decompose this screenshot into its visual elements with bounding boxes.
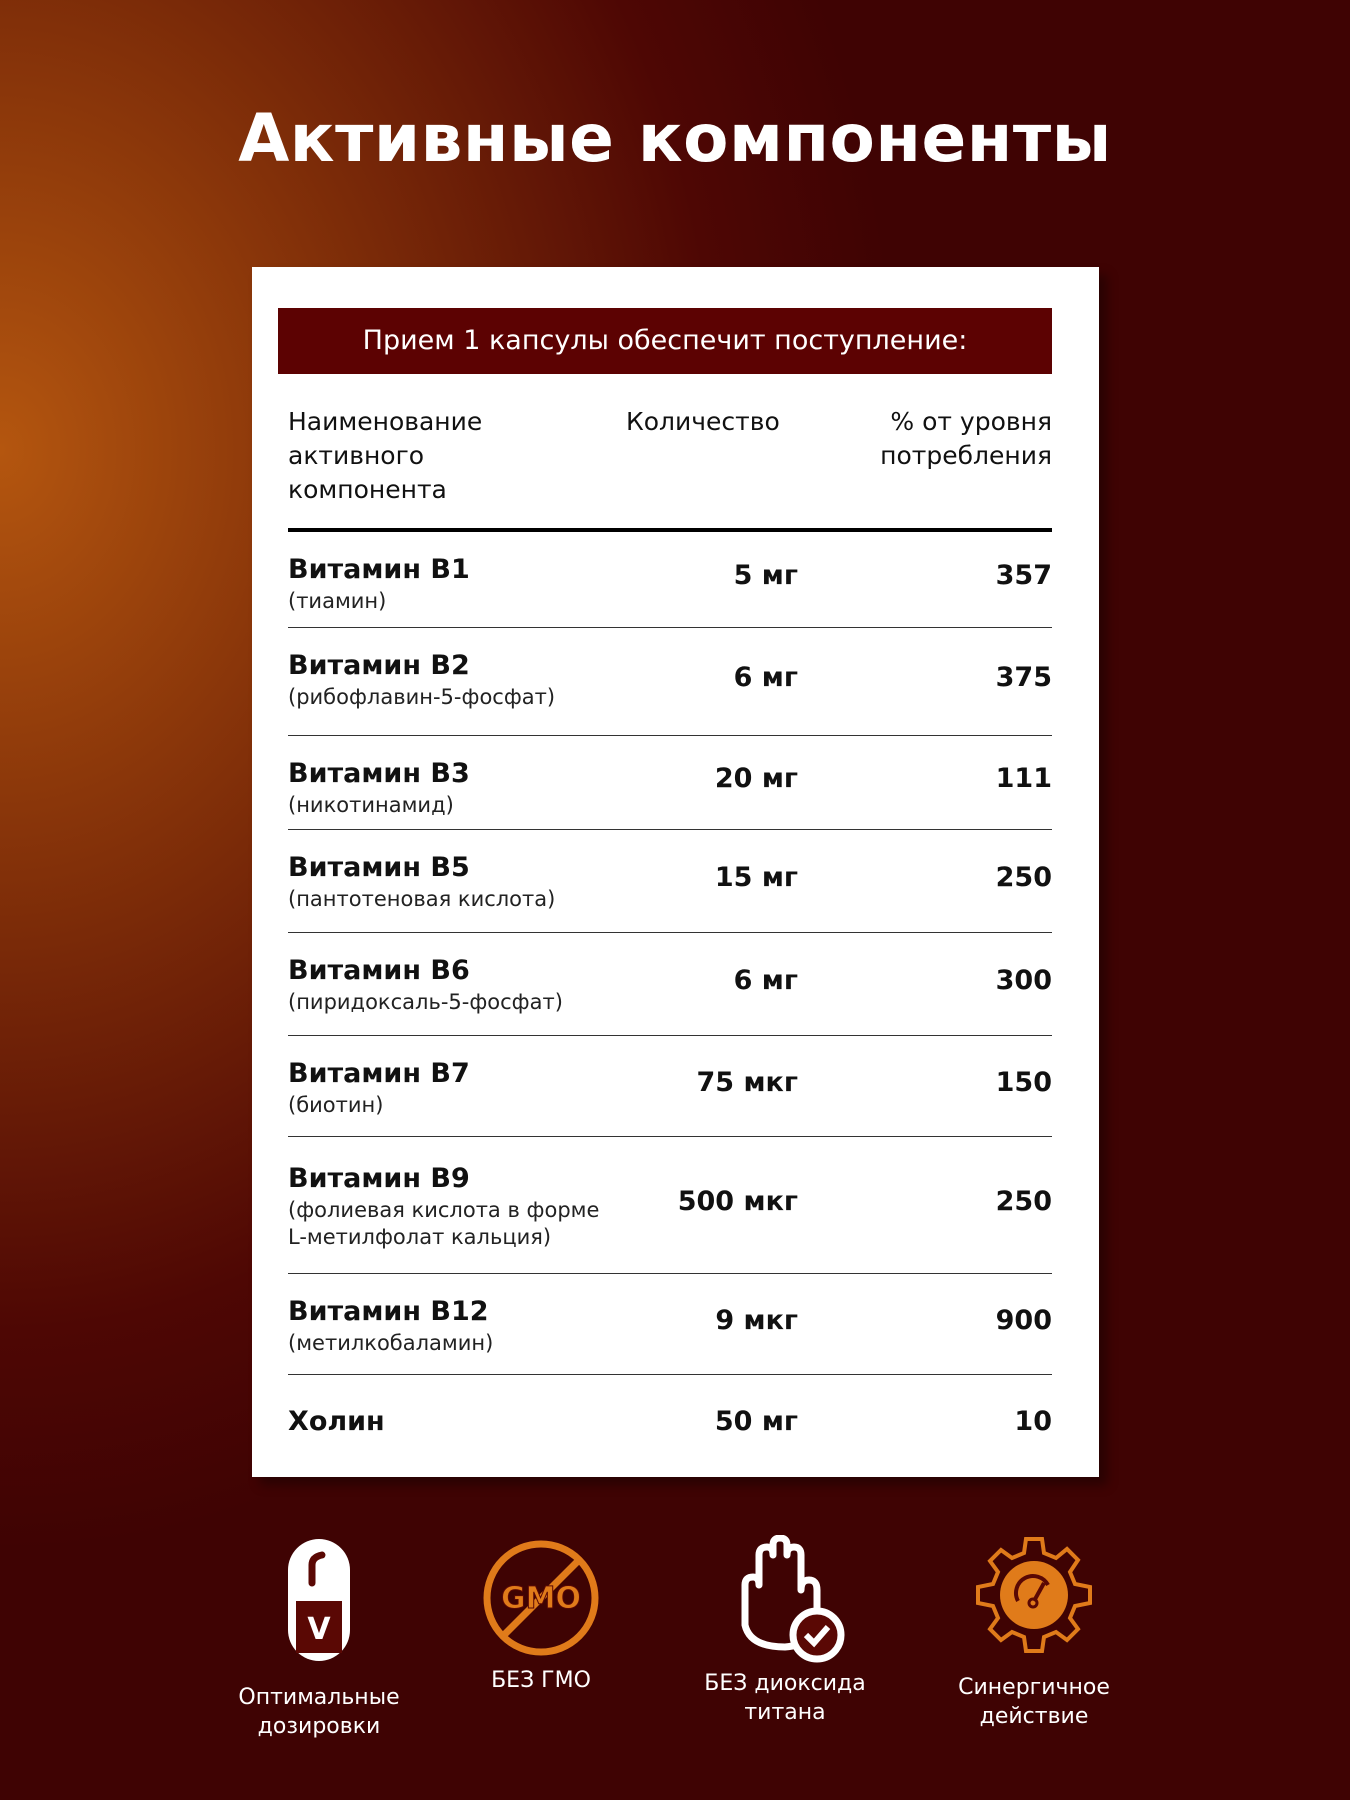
- component-name: Витамин B1: [288, 554, 470, 585]
- feature-label: БЕЗ диоксида титана: [704, 1671, 866, 1725]
- page-title: Активные компоненты: [238, 100, 1112, 177]
- no-gmo-icon: GMO: [483, 1540, 599, 1656]
- feature-no-titanium: БЕЗ диоксида титана: [665, 1535, 905, 1727]
- component-qty: 75 мкг: [696, 1066, 798, 1098]
- component-qty: 15 мг: [714, 861, 798, 893]
- component-form: (фолиевая кислота в форме L-метилфолат к…: [288, 1198, 600, 1249]
- feature-label: Оптимальные дозировки: [238, 1685, 400, 1739]
- feature-label: БЕЗ ГМО: [491, 1668, 591, 1693]
- component-pct: 250: [995, 1185, 1052, 1217]
- table-row: Витамин B5 (пантотеновая кислота) 15 мг 250: [288, 830, 1052, 933]
- component-form: (пиридоксаль-5-фосфат): [288, 990, 563, 1014]
- feature-no-gmo: GMO БЕЗ ГМО: [421, 1538, 661, 1695]
- card-banner: Прием 1 капсулы обеспечит поступление:: [278, 308, 1052, 374]
- gear-gauge-icon: [976, 1537, 1092, 1653]
- component-qty: 50 мг: [714, 1406, 798, 1437]
- component-pct: 375: [995, 662, 1052, 693]
- table-row: Витамин B3 (никотинамид) 20 мг 111: [288, 736, 1052, 830]
- svg-text:GMO: GMO: [501, 1581, 581, 1616]
- header-divider: [288, 528, 1052, 532]
- header-qty: Количество: [626, 407, 780, 436]
- component-qty: 6 мг: [733, 662, 798, 693]
- table-row: Витамин B7 (биотин) 75 мкг 150: [288, 1036, 1052, 1137]
- table-row: Холин 50 мг 10: [288, 1375, 1052, 1477]
- components-card: Прием 1 капсулы обеспечит поступление: Н…: [252, 267, 1099, 1477]
- component-pct: 111: [995, 763, 1052, 794]
- capsule-icon: V: [288, 1539, 350, 1661]
- component-qty: 20 мг: [714, 763, 798, 794]
- hand-check-icon: [741, 1535, 845, 1663]
- component-qty: 5 мг: [733, 560, 798, 591]
- component-form: (биотин): [288, 1093, 384, 1117]
- component-name: Витамин B3: [288, 758, 470, 789]
- component-name: Холин: [288, 1406, 385, 1437]
- component-name: Витамин B5: [288, 852, 470, 883]
- svg-text:V: V: [307, 1612, 331, 1647]
- component-form: (пантотеновая кислота): [288, 887, 556, 911]
- component-name: Витамин B12: [288, 1296, 489, 1327]
- component-qty: 500 мкг: [677, 1185, 798, 1217]
- component-name: Витамин B6: [288, 955, 470, 986]
- feature-label: Синергичное действие: [958, 1675, 1110, 1729]
- component-form: (рибофлавин-5-фосфат): [288, 685, 556, 709]
- component-form: (метилкобаламин): [288, 1331, 494, 1355]
- header-name: Наименование активного компонента: [288, 407, 483, 504]
- component-pct: 150: [995, 1066, 1052, 1098]
- feature-optimal-dosage: V Оптимальные дозировки: [199, 1535, 439, 1741]
- component-name: Витамин B7: [288, 1058, 470, 1089]
- component-name: Витамин B2: [288, 650, 470, 681]
- table-row: Витамин B9 (фолиевая кислота в форме L-ме…: [288, 1137, 1052, 1274]
- table-row: Витамин B2 (рибофлавин-5-фосфат) 6 мг 375: [288, 628, 1052, 736]
- component-qty: 6 мг: [733, 964, 798, 996]
- component-pct: 250: [995, 861, 1052, 893]
- table-row: Витамин B12 (метилкобаламин) 9 мкг 900: [288, 1274, 1052, 1375]
- header-pct: % от уровня потребления: [880, 407, 1052, 470]
- component-name: Витамин B9: [288, 1163, 470, 1194]
- component-pct: 10: [1014, 1406, 1052, 1437]
- component-form: (никотинамид): [288, 793, 454, 817]
- component-qty: 9 мкг: [715, 1304, 798, 1336]
- feature-synergy: Синергичное действие: [914, 1535, 1154, 1731]
- component-pct: 900: [995, 1304, 1052, 1336]
- component-form: (тиамин): [288, 589, 387, 613]
- table-row: Витамин B6 (пиридоксаль-5-фосфат) 6 мг 300: [288, 933, 1052, 1036]
- component-pct: 357: [995, 560, 1052, 591]
- table-row: Витамин B1 (тиамин) 5 мг 357: [288, 532, 1052, 628]
- component-pct: 300: [995, 964, 1052, 996]
